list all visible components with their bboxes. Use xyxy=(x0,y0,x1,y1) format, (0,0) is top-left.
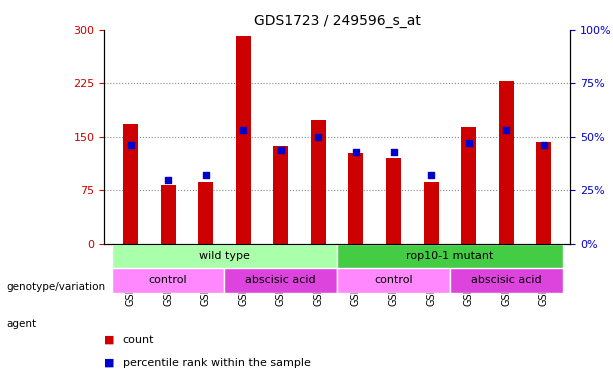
Point xyxy=(501,128,511,134)
Point xyxy=(238,128,248,134)
Bar xyxy=(161,185,175,244)
Text: ■: ■ xyxy=(104,357,115,368)
Point xyxy=(464,140,474,146)
Point xyxy=(389,149,398,155)
Bar xyxy=(348,153,364,244)
Text: control: control xyxy=(149,275,188,285)
Bar xyxy=(198,182,213,244)
Point xyxy=(539,142,549,148)
Bar xyxy=(424,182,438,244)
Bar xyxy=(536,142,551,244)
Point xyxy=(126,142,135,148)
Point xyxy=(313,134,323,140)
Point xyxy=(200,172,210,178)
Text: rop10-1 mutant: rop10-1 mutant xyxy=(406,251,493,261)
Bar xyxy=(311,120,326,244)
Text: ■: ■ xyxy=(104,335,115,345)
FancyBboxPatch shape xyxy=(112,244,337,268)
Bar xyxy=(461,127,476,244)
Bar xyxy=(273,146,288,244)
Text: wild type: wild type xyxy=(199,251,250,261)
FancyBboxPatch shape xyxy=(450,268,563,292)
Point xyxy=(351,149,361,155)
Text: control: control xyxy=(374,275,413,285)
Text: genotype/variation: genotype/variation xyxy=(6,282,105,292)
Point xyxy=(426,172,436,178)
Point xyxy=(163,177,173,183)
Bar xyxy=(499,81,514,244)
Text: percentile rank within the sample: percentile rank within the sample xyxy=(123,357,310,368)
Title: GDS1723 / 249596_s_at: GDS1723 / 249596_s_at xyxy=(254,13,421,28)
FancyBboxPatch shape xyxy=(112,268,224,292)
Bar xyxy=(236,36,251,244)
FancyBboxPatch shape xyxy=(224,268,337,292)
Bar xyxy=(386,158,401,244)
Bar xyxy=(123,124,138,244)
FancyBboxPatch shape xyxy=(337,268,450,292)
Text: abscisic acid: abscisic acid xyxy=(245,275,316,285)
Text: agent: agent xyxy=(6,320,36,329)
Text: abscisic acid: abscisic acid xyxy=(471,275,541,285)
Text: count: count xyxy=(123,335,154,345)
FancyBboxPatch shape xyxy=(337,244,563,268)
Point xyxy=(276,147,286,153)
